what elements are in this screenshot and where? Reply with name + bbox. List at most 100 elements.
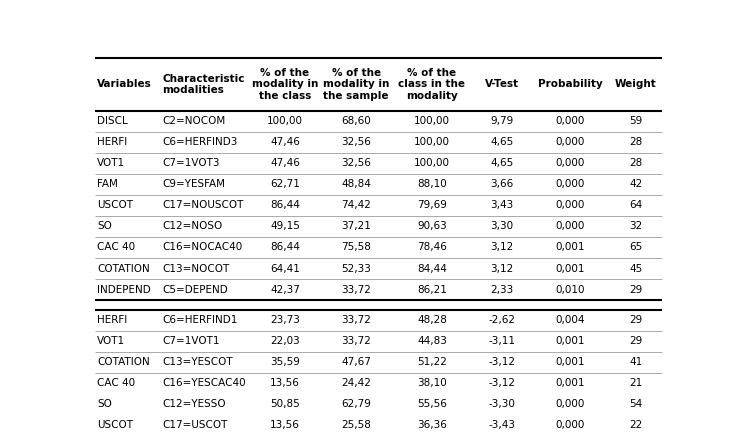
Text: C13=NOCOT: C13=NOCOT (162, 264, 230, 273)
Text: 62,79: 62,79 (341, 400, 371, 409)
Text: 86,21: 86,21 (417, 284, 447, 295)
Text: 68,60: 68,60 (341, 116, 371, 126)
Text: 100,00: 100,00 (414, 116, 450, 126)
Text: 51,22: 51,22 (417, 357, 447, 367)
Text: 55,56: 55,56 (417, 400, 447, 409)
Text: C16=YESCAC40: C16=YESCAC40 (162, 378, 246, 389)
Text: 0,000: 0,000 (556, 221, 585, 232)
Text: 22: 22 (629, 420, 643, 430)
Text: 0,010: 0,010 (556, 284, 585, 295)
Text: COTATION: COTATION (97, 357, 150, 367)
Text: 64,41: 64,41 (270, 264, 300, 273)
Text: 75,58: 75,58 (341, 243, 371, 253)
Text: 100,00: 100,00 (414, 158, 450, 168)
Text: C6=HERFIND3: C6=HERFIND3 (162, 137, 238, 147)
Text: C6=HERFIND1: C6=HERFIND1 (162, 315, 238, 325)
Text: 0,001: 0,001 (556, 336, 585, 346)
Text: 79,69: 79,69 (417, 200, 447, 210)
Text: -3,11: -3,11 (488, 336, 515, 346)
Text: 86,44: 86,44 (270, 243, 300, 253)
Text: C17=USCOT: C17=USCOT (162, 420, 228, 430)
Text: -3,12: -3,12 (488, 378, 515, 389)
Text: 47,46: 47,46 (270, 158, 300, 168)
Text: FAM: FAM (97, 179, 118, 189)
Text: 100,00: 100,00 (414, 137, 450, 147)
Text: 35,59: 35,59 (270, 357, 300, 367)
Text: 3,66: 3,66 (490, 179, 513, 189)
Text: 41: 41 (629, 357, 643, 367)
Text: Variables: Variables (97, 79, 152, 90)
Text: 32,56: 32,56 (341, 137, 371, 147)
Text: 0,000: 0,000 (556, 200, 585, 210)
Text: 0,001: 0,001 (556, 243, 585, 253)
Text: 32,56: 32,56 (341, 158, 371, 168)
Text: 49,15: 49,15 (270, 221, 300, 232)
Text: 4,65: 4,65 (490, 137, 513, 147)
Text: 0,001: 0,001 (556, 264, 585, 273)
Text: 13,56: 13,56 (270, 420, 300, 430)
Text: V-Test: V-Test (485, 79, 519, 90)
Text: 0,000: 0,000 (556, 420, 585, 430)
Text: 0,001: 0,001 (556, 357, 585, 367)
Text: 0,000: 0,000 (556, 179, 585, 189)
Text: 59: 59 (629, 116, 643, 126)
Text: 38,10: 38,10 (417, 378, 447, 389)
Text: C9=YESFAM: C9=YESFAM (162, 179, 226, 189)
Text: 2,33: 2,33 (490, 284, 513, 295)
Text: 65: 65 (629, 243, 643, 253)
Text: 13,56: 13,56 (270, 378, 300, 389)
Text: 100,00: 100,00 (267, 116, 303, 126)
Text: USCOT: USCOT (97, 420, 133, 430)
Text: C7=1VOT1: C7=1VOT1 (162, 336, 220, 346)
Text: 9,79: 9,79 (490, 116, 513, 126)
Text: 32: 32 (629, 221, 643, 232)
Text: 37,21: 37,21 (341, 221, 371, 232)
Text: 24,42: 24,42 (341, 378, 371, 389)
Text: 42,37: 42,37 (270, 284, 300, 295)
Text: 3,43: 3,43 (490, 200, 513, 210)
Text: 62,71: 62,71 (270, 179, 300, 189)
Text: 48,84: 48,84 (341, 179, 371, 189)
Text: 78,46: 78,46 (417, 243, 447, 253)
Text: -3,43: -3,43 (488, 420, 515, 430)
Text: 3,12: 3,12 (490, 243, 513, 253)
Text: 36,36: 36,36 (417, 420, 447, 430)
Text: Probability: Probability (538, 79, 603, 90)
Text: 50,85: 50,85 (270, 400, 300, 409)
Text: 86,44: 86,44 (270, 200, 300, 210)
Text: 33,72: 33,72 (341, 315, 371, 325)
Text: 3,30: 3,30 (490, 221, 513, 232)
Text: HERFI: HERFI (97, 137, 128, 147)
Text: 0,004: 0,004 (556, 315, 585, 325)
Text: SO: SO (97, 400, 112, 409)
Text: 33,72: 33,72 (341, 336, 371, 346)
Text: 22,03: 22,03 (270, 336, 300, 346)
Text: 52,33: 52,33 (341, 264, 371, 273)
Text: 88,10: 88,10 (417, 179, 447, 189)
Text: 4,65: 4,65 (490, 158, 513, 168)
Text: 44,83: 44,83 (417, 336, 447, 346)
Text: 21: 21 (629, 378, 643, 389)
Text: C17=NOUSCOT: C17=NOUSCOT (162, 200, 244, 210)
Text: Weight: Weight (615, 79, 657, 90)
Text: INDEPEND: INDEPEND (97, 284, 151, 295)
Text: 29: 29 (629, 336, 643, 346)
Text: -3,30: -3,30 (488, 400, 515, 409)
Text: CAC 40: CAC 40 (97, 378, 136, 389)
Text: 29: 29 (629, 315, 643, 325)
Text: -3,12: -3,12 (488, 357, 515, 367)
Text: % of the
class in the
modality: % of the class in the modality (399, 68, 466, 101)
Text: 29: 29 (629, 284, 643, 295)
Text: C12=YESSO: C12=YESSO (162, 400, 226, 409)
Text: 42: 42 (629, 179, 643, 189)
Text: 25,58: 25,58 (341, 420, 371, 430)
Text: SO: SO (97, 221, 112, 232)
Text: 0,000: 0,000 (556, 158, 585, 168)
Text: 28: 28 (629, 158, 643, 168)
Text: 48,28: 48,28 (417, 315, 447, 325)
Text: 0,001: 0,001 (556, 378, 585, 389)
Text: 23,73: 23,73 (270, 315, 300, 325)
Text: VOT1: VOT1 (97, 336, 125, 346)
Text: C13=YESCOT: C13=YESCOT (162, 357, 233, 367)
Text: 0,000: 0,000 (556, 400, 585, 409)
